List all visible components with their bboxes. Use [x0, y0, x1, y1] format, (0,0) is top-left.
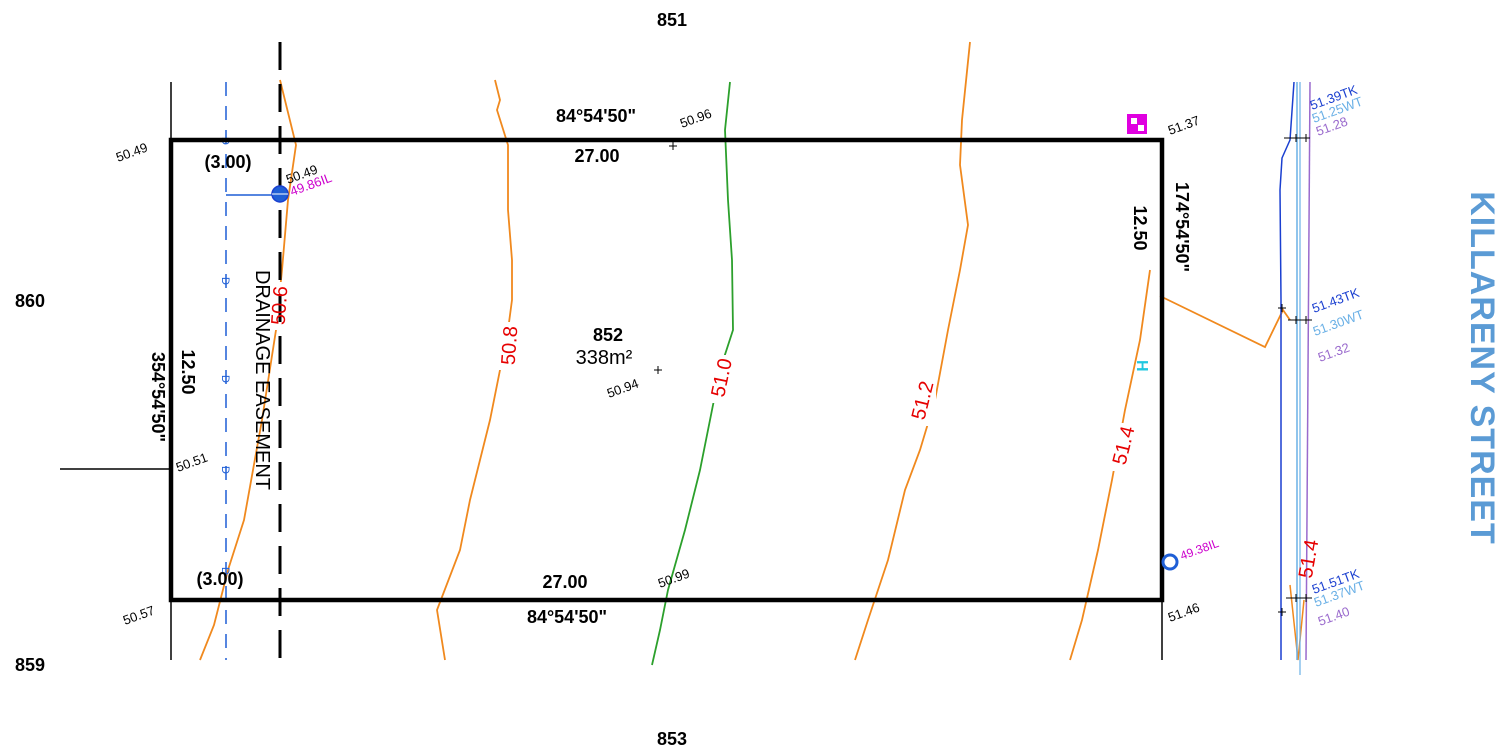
bearing-right: 174°54'50": [1172, 182, 1192, 272]
easement-width-top: (3.00): [204, 152, 251, 172]
contour-label: 50.6: [268, 285, 293, 325]
spot-level: 50.96: [678, 106, 714, 131]
kerb-contour-line: [1159, 295, 1291, 349]
survey-crosses: [654, 134, 1312, 616]
easement-label: DRAINAGE EASEMENT: [251, 270, 273, 490]
hydrant-icon: H: [1133, 360, 1150, 372]
lot-number-west: 860: [15, 291, 45, 311]
spot-level: 50.51: [174, 450, 210, 475]
spot-level: 50.94: [605, 376, 641, 401]
spot-level: 50.49: [114, 140, 150, 165]
bearing-top: 84°54'50": [556, 106, 636, 126]
bearing-left: 354°54'50": [148, 352, 168, 442]
contour-line-50-6: [199, 79, 297, 661]
contour-line-51-2: [854, 41, 971, 661]
contour-line-50-8: [436, 79, 513, 661]
lot-number-subject: 852: [593, 325, 623, 345]
spot-level: 50.57: [121, 603, 157, 628]
lot-number-south: 853: [657, 729, 687, 749]
bearing-bottom: 84°54'50": [527, 607, 607, 627]
spot-level: 50.99: [656, 566, 692, 591]
manhole-icon: [1161, 553, 1179, 571]
lot-852-boundary: [168, 137, 1165, 603]
contour-label: 51.4: [1295, 538, 1323, 580]
lot-number-north: 851: [657, 10, 687, 30]
drain-symbol: D: [219, 277, 231, 285]
kerb-contour-line-bottom: [1289, 584, 1305, 661]
length-right: 12.50: [1130, 205, 1150, 250]
kerb-line-purple: [1305, 81, 1311, 661]
length-bottom: 27.00: [542, 572, 587, 592]
length-left: 12.50: [178, 349, 198, 394]
drain-symbol: D: [219, 375, 231, 383]
contour-line-51-4: [1069, 269, 1151, 661]
street-name: KILLARENY STREET: [1463, 191, 1501, 545]
spot-level: 51.46: [1166, 600, 1202, 625]
survey-marker-icon: [1127, 114, 1147, 134]
easement-width-bottom: (3.00): [196, 569, 243, 589]
drain-symbol: D: [219, 466, 231, 474]
kerb-level-mid: 51.32: [1316, 340, 1352, 365]
spot-level: 51.37: [1166, 113, 1202, 138]
invert-level: 49.38IL: [1178, 536, 1221, 563]
drain-symbol: D: [219, 567, 231, 575]
length-top: 27.00: [574, 146, 619, 166]
kerb-line-blue: [1279, 81, 1295, 660]
contour-label: 50.8: [498, 325, 523, 365]
lot-number-south-west: 859: [15, 655, 45, 675]
lot-area: 338m²: [576, 347, 633, 369]
